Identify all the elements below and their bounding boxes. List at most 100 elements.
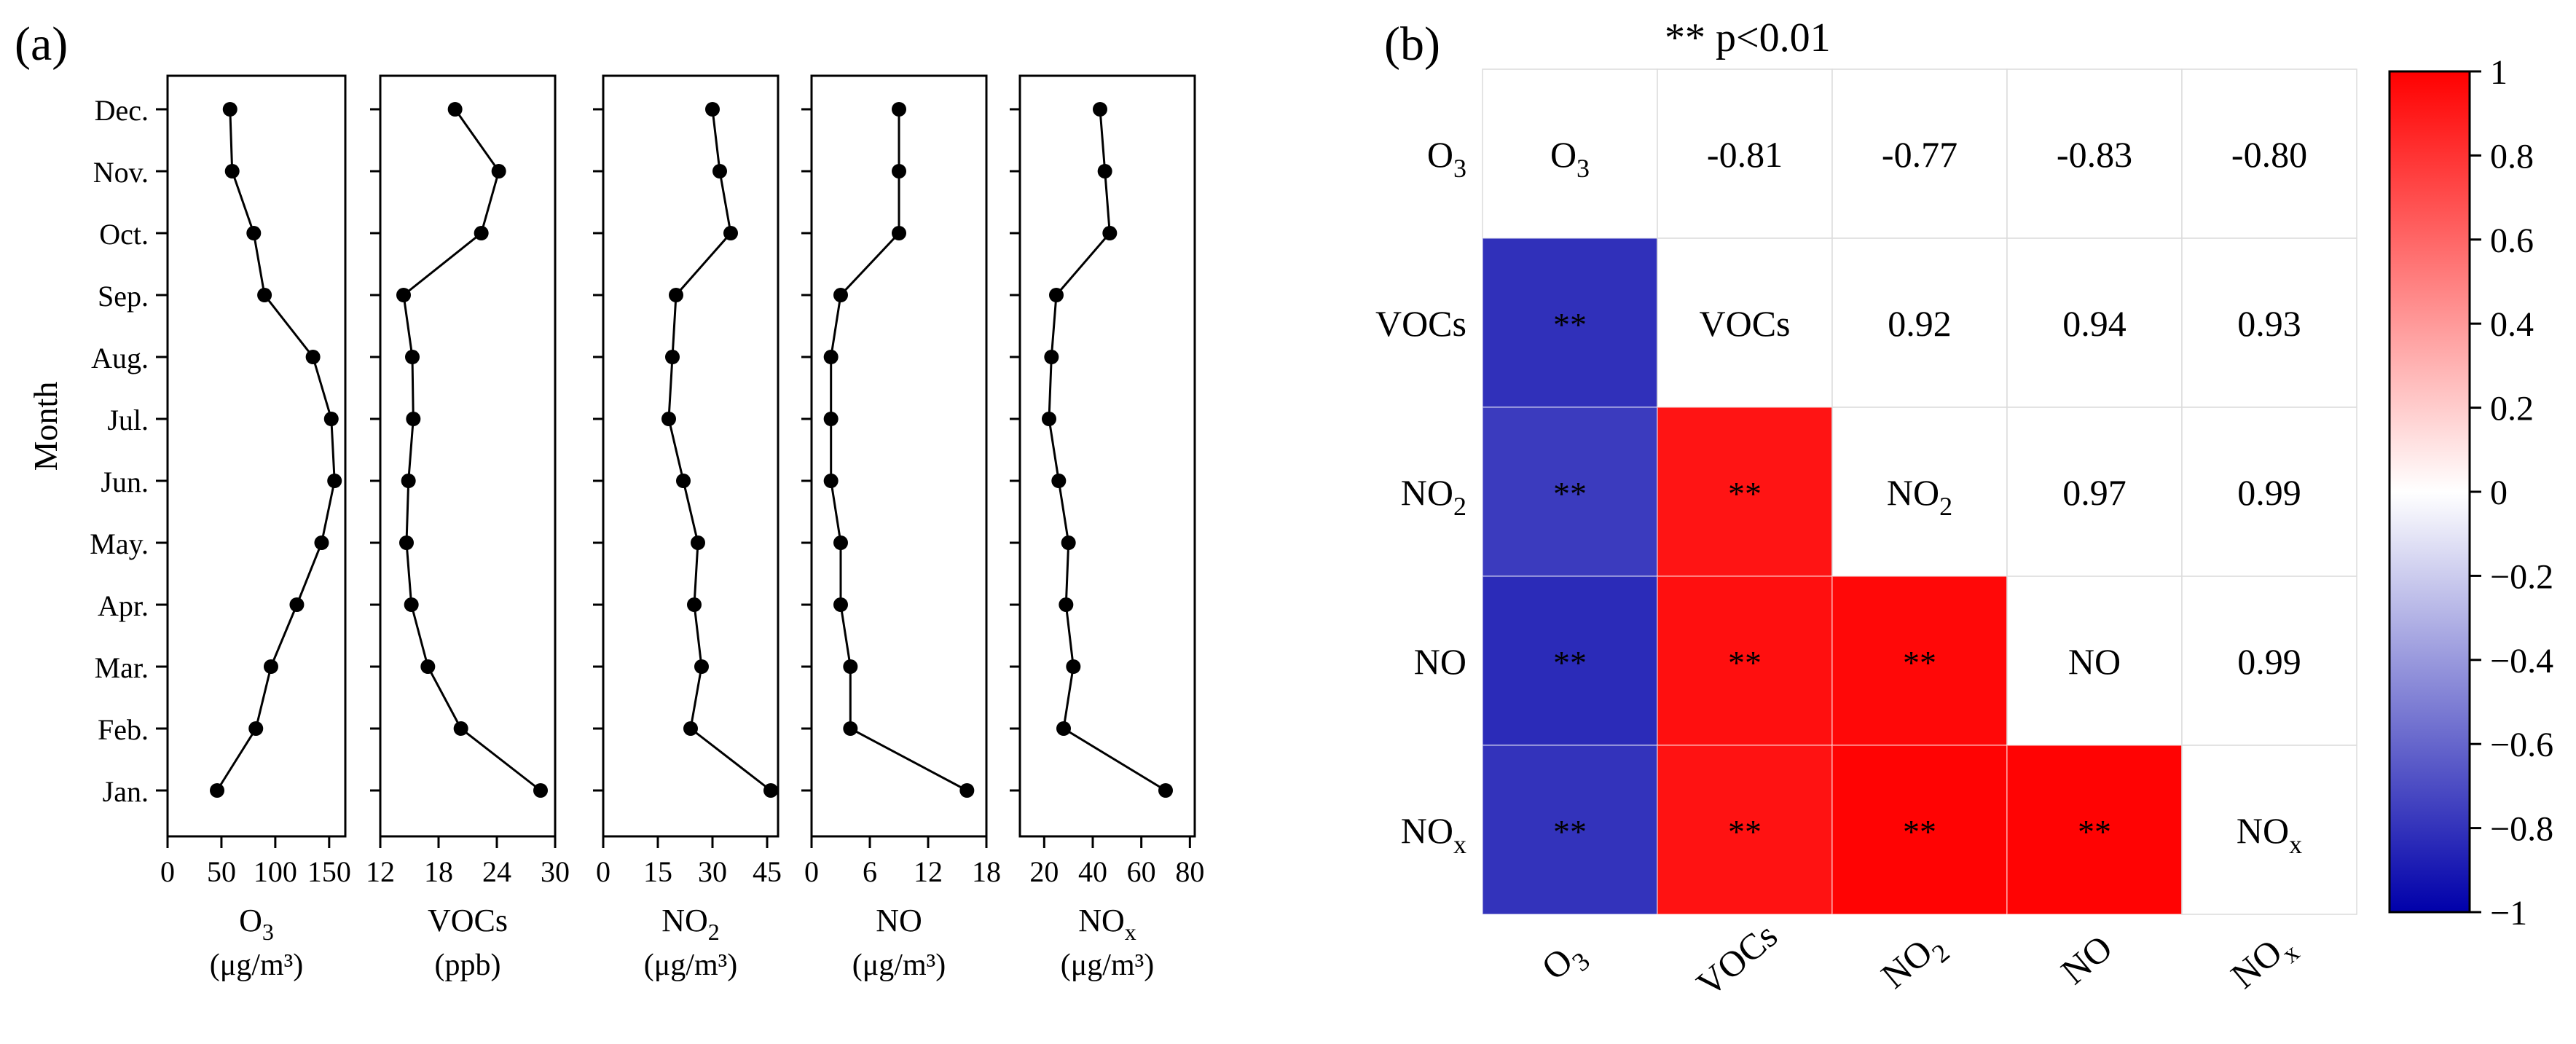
series-line-NO <box>830 109 968 792</box>
y-tick-label-3: Apr. <box>98 589 149 622</box>
x-tick-label-NOx-2: 60 <box>1127 855 1156 888</box>
subplot-frame-VOCs <box>379 74 557 838</box>
heatmap-cell-3-4 <box>2181 576 2357 746</box>
series-line-VOCs <box>402 109 541 792</box>
subplot-frame-NO <box>810 74 988 838</box>
panel-b-correlation-heatmap: O3 -0.81 -0.77 -0.83 -0.80 ** VOCs 0.92 0.94 0.93… <box>1375 53 2553 1005</box>
x-tick-label-VOCs-3: 30 <box>541 855 570 888</box>
data-point-VOCs-Jul. <box>406 412 421 426</box>
diagonal-label-2: NO2 <box>1887 472 1952 521</box>
heatmap-cell-2-3 <box>2006 407 2183 577</box>
data-point-VOCs-Jan. <box>533 783 548 798</box>
correlation-value-0-3: -0.83 <box>2057 134 2132 175</box>
x-tick-label-NO2-1: 15 <box>643 855 672 888</box>
data-point-NOx-Nov. <box>1097 164 1112 178</box>
data-point-VOCs-Feb. <box>453 721 468 736</box>
y-tick-label-0: Jan. <box>103 775 149 808</box>
x-tick-label-VOCs-0: 12 <box>366 855 395 888</box>
heatmap-cell-2-4 <box>2181 407 2357 577</box>
data-point-NO-Nov. <box>892 164 906 178</box>
heatmap-cell-2-0 <box>1482 407 1658 577</box>
subplot-VOCs: 12 18 24 30 VOCs (ppb) <box>366 74 570 982</box>
diagonal-label-4: NOx <box>2237 810 2302 859</box>
x-tick-label-VOCs-2: 24 <box>482 855 511 888</box>
y-tick-label-5: Jun. <box>101 466 149 498</box>
subplot-NO: 0 6 12 18 NO (μg/m³) <box>801 74 1001 982</box>
heatmap-cell-1-4 <box>2181 238 2357 408</box>
data-point-NOx-Jul. <box>1042 412 1056 426</box>
x-axis-unit-NO: (μg/m³) <box>852 949 946 982</box>
x-axis-unit-O3: (μg/m³) <box>210 949 303 982</box>
data-point-O3-Aug. <box>305 350 321 364</box>
x-tick-label-O3-2: 100 <box>254 855 297 888</box>
panel-a-profiles: Jan. Feb. Mar. Apr. May. Jun. Jul. Aug. Sep. Oct.… <box>90 74 1204 982</box>
x-tick-label-NO2-2: 30 <box>698 855 727 888</box>
significance-mark-2-0: ** <box>1553 475 1587 512</box>
series-line-O3 <box>216 109 336 791</box>
data-point-NO2-Mar. <box>694 659 709 674</box>
colorbar-tick-label-4: 0.2 <box>2490 390 2534 428</box>
colorbar-tick-label-6: −0.2 <box>2490 557 2553 596</box>
series-line-NO2 <box>667 109 771 792</box>
correlation-value-0-1: -0.81 <box>1707 134 1783 175</box>
x-axis-label-NO2: NO2 <box>661 903 720 945</box>
data-point-VOCs-Aug. <box>405 350 420 364</box>
data-point-NO-Jul. <box>823 412 839 426</box>
data-point-VOCs-Oct. <box>474 226 489 240</box>
x-tick-label-O3-0: 0 <box>160 855 175 888</box>
diagonal-label-0: O3 <box>1550 134 1590 183</box>
y-tick-label-9: Oct. <box>99 218 149 251</box>
series-line-NOx <box>1048 109 1166 792</box>
data-point-NOx-Apr. <box>1059 597 1074 612</box>
significance-mark-3-1: ** <box>1728 644 1762 681</box>
colorbar-tick-label-10: −1 <box>2490 894 2527 933</box>
data-point-NO-Dec. <box>892 102 906 117</box>
data-point-NO2-Nov. <box>712 164 727 178</box>
data-point-NO2-May. <box>691 535 705 550</box>
data-point-NOx-Oct. <box>1102 226 1118 240</box>
colorbar-tick-label-7: −0.4 <box>2490 642 2553 680</box>
y-tick-label-1: Feb. <box>98 713 149 746</box>
correlation-value-2-3: 0.97 <box>2062 472 2127 513</box>
data-point-O3-Jul. <box>323 412 339 426</box>
row-label-2: NO2 <box>1401 472 1466 521</box>
heatmap-cell-4-0 <box>1482 745 1658 915</box>
data-point-NO-Apr. <box>833 597 848 612</box>
data-point-O3-Nov. <box>224 164 240 178</box>
x-tick-label-O3-1: 50 <box>207 855 236 888</box>
data-point-O3-Dec. <box>222 102 237 117</box>
data-point-NO2-Dec. <box>705 102 720 117</box>
data-point-NO2-Feb. <box>683 721 698 736</box>
column-label-2: NO2 <box>1874 923 1955 1002</box>
heatmap-cell-4-2 <box>1831 745 2008 915</box>
x-axis-label-NOx: NOx <box>1078 903 1136 945</box>
data-point-O3-May. <box>314 535 329 550</box>
data-point-NOx-Sep. <box>1049 288 1064 302</box>
significance-mark-4-1: ** <box>1728 813 1762 850</box>
significance-mark-3-2: ** <box>1903 644 1936 681</box>
x-axis-unit-VOCs: (ppb) <box>435 949 501 982</box>
subplot-NO2: 0 15 30 45 NO2 (μg/m³) <box>593 74 782 982</box>
data-point-VOCs-Apr. <box>404 597 419 612</box>
data-point-NOx-Feb. <box>1056 721 1071 736</box>
data-point-VOCs-May. <box>399 535 414 550</box>
significance-note: ** p<0.01 <box>1665 15 1831 60</box>
heatmap-cell-4-4 <box>2181 745 2357 915</box>
column-label-0: O3 <box>1534 931 1595 994</box>
x-tick-label-NOx-0: 20 <box>1029 855 1059 888</box>
data-point-NO2-Aug. <box>665 350 680 364</box>
data-point-NOx-Mar. <box>1066 659 1081 674</box>
x-tick-label-NOx-1: 40 <box>1078 855 1107 888</box>
x-tick-label-NO-2: 12 <box>914 855 943 888</box>
colorbar-tick-label-8: −0.6 <box>2490 726 2553 764</box>
data-point-NO-Aug. <box>823 350 839 364</box>
data-point-NO2-Sep. <box>669 288 683 302</box>
heatmap-cell-3-0 <box>1482 576 1658 746</box>
column-label-3: NO <box>2053 927 2119 992</box>
heatmap-cell-0-4 <box>2181 68 2357 239</box>
heatmap-cell-4-1 <box>1657 745 1833 915</box>
significance-mark-3-0: ** <box>1553 644 1587 681</box>
correlation-value-2-4: 0.99 <box>2237 472 2301 513</box>
colorbar-tick-label-9: −0.8 <box>2490 810 2553 849</box>
data-point-O3-Mar. <box>263 659 278 674</box>
